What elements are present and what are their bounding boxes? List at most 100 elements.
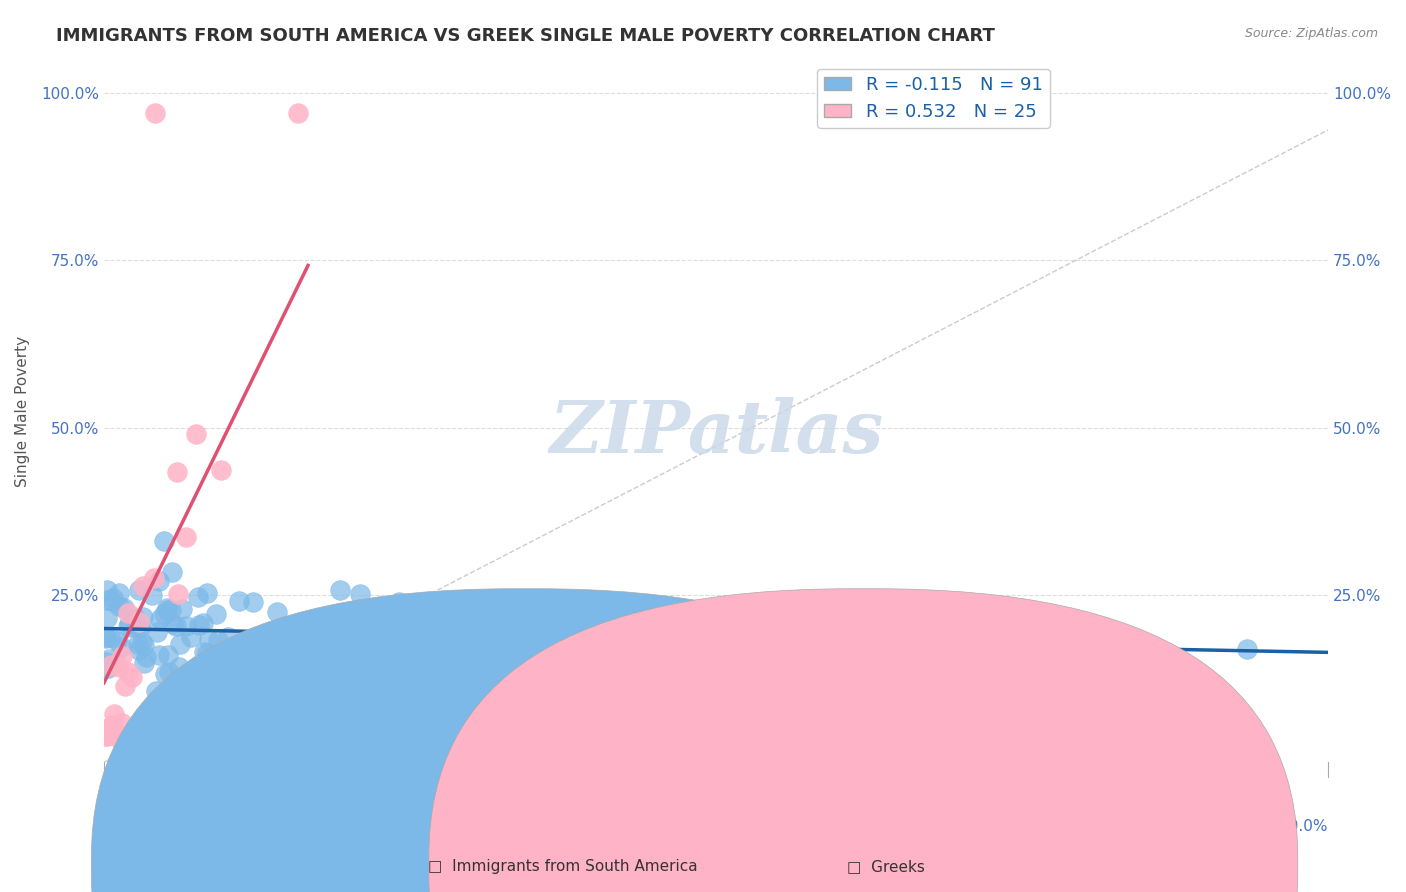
Point	[124, 611, 146, 625]
Point	[112, 601, 135, 615]
Point	[129, 620, 152, 634]
Point	[349, 587, 371, 601]
Legend: R = -0.115   N = 91, R = 0.532   N = 25: R = -0.115 N = 91, R = 0.532 N = 25	[817, 69, 1050, 128]
Text: □  Immigrants from South America: □ Immigrants from South America	[427, 859, 697, 874]
Point	[205, 651, 228, 665]
Point	[114, 679, 136, 693]
Point	[149, 612, 172, 626]
Point	[160, 565, 183, 579]
Point	[108, 599, 131, 613]
Point	[132, 610, 155, 624]
Point	[103, 729, 125, 743]
Point	[174, 619, 197, 633]
Point	[187, 590, 209, 604]
Point	[96, 592, 118, 607]
Point	[143, 106, 166, 120]
Point	[482, 646, 505, 660]
Point	[184, 427, 207, 442]
Text: Source: ZipAtlas.com: Source: ZipAtlas.com	[1244, 27, 1378, 40]
Point	[117, 665, 139, 679]
Point	[266, 606, 288, 620]
Text: 60.0%: 60.0%	[1279, 819, 1329, 834]
Point	[174, 530, 197, 544]
Point	[322, 629, 344, 643]
Point	[97, 661, 120, 675]
Point	[111, 715, 134, 730]
Point	[636, 608, 658, 623]
Point	[111, 648, 134, 663]
Point	[125, 621, 148, 635]
Point	[94, 655, 117, 669]
Point	[107, 660, 129, 674]
Point	[287, 106, 309, 120]
Point	[142, 571, 165, 585]
Point	[146, 624, 169, 639]
Point	[94, 632, 117, 646]
Point	[101, 591, 124, 606]
Text: ZIPatlas: ZIPatlas	[548, 397, 883, 467]
Point	[153, 607, 176, 622]
Point	[132, 656, 155, 670]
Point	[427, 596, 450, 610]
Point	[165, 618, 187, 632]
Point	[382, 599, 405, 614]
Point	[96, 582, 118, 597]
Point	[166, 466, 188, 480]
Point	[399, 625, 422, 640]
Point	[105, 634, 128, 648]
Point	[295, 621, 318, 635]
Point	[128, 582, 150, 597]
Text: 0.0%: 0.0%	[104, 819, 143, 834]
Point	[127, 637, 149, 651]
Point	[117, 606, 139, 620]
Y-axis label: Single Male Poverty: Single Male Poverty	[15, 335, 30, 487]
Point	[114, 729, 136, 743]
Point	[100, 594, 122, 608]
Point	[270, 651, 292, 665]
Point	[148, 648, 170, 662]
Point	[195, 586, 218, 600]
Point	[94, 729, 117, 743]
Point	[148, 574, 170, 588]
Point	[228, 593, 250, 607]
Point	[209, 463, 232, 477]
Point	[96, 722, 118, 736]
Point	[134, 638, 156, 652]
Point	[167, 659, 190, 673]
Point	[98, 652, 121, 666]
Point	[170, 602, 193, 616]
Point	[1236, 641, 1258, 656]
Point	[135, 649, 157, 664]
Point	[157, 665, 180, 679]
Point	[156, 600, 179, 615]
Point	[131, 635, 153, 649]
Point	[193, 645, 215, 659]
Point	[141, 588, 163, 602]
Point	[156, 648, 179, 662]
Point	[153, 666, 176, 681]
Point	[96, 611, 118, 625]
Point	[132, 579, 155, 593]
Point	[98, 630, 121, 644]
Point	[949, 668, 972, 682]
Point	[94, 729, 117, 743]
Point	[204, 607, 226, 622]
Point	[242, 595, 264, 609]
Point	[388, 595, 411, 609]
Point	[156, 603, 179, 617]
Point	[186, 690, 208, 705]
Point	[188, 657, 211, 672]
Point	[240, 633, 263, 648]
Text: IMMIGRANTS FROM SOUTH AMERICA VS GREEK SINGLE MALE POVERTY CORRELATION CHART: IMMIGRANTS FROM SOUTH AMERICA VS GREEK S…	[56, 27, 995, 45]
Point	[101, 718, 124, 732]
Point	[207, 632, 229, 647]
Point	[118, 616, 141, 631]
Point	[128, 615, 150, 629]
Point	[105, 656, 128, 670]
Point	[117, 620, 139, 634]
Text: □  Greeks: □ Greeks	[846, 859, 925, 874]
Point	[242, 640, 264, 654]
Point	[191, 615, 214, 630]
Point	[288, 633, 311, 648]
Point	[316, 663, 339, 677]
